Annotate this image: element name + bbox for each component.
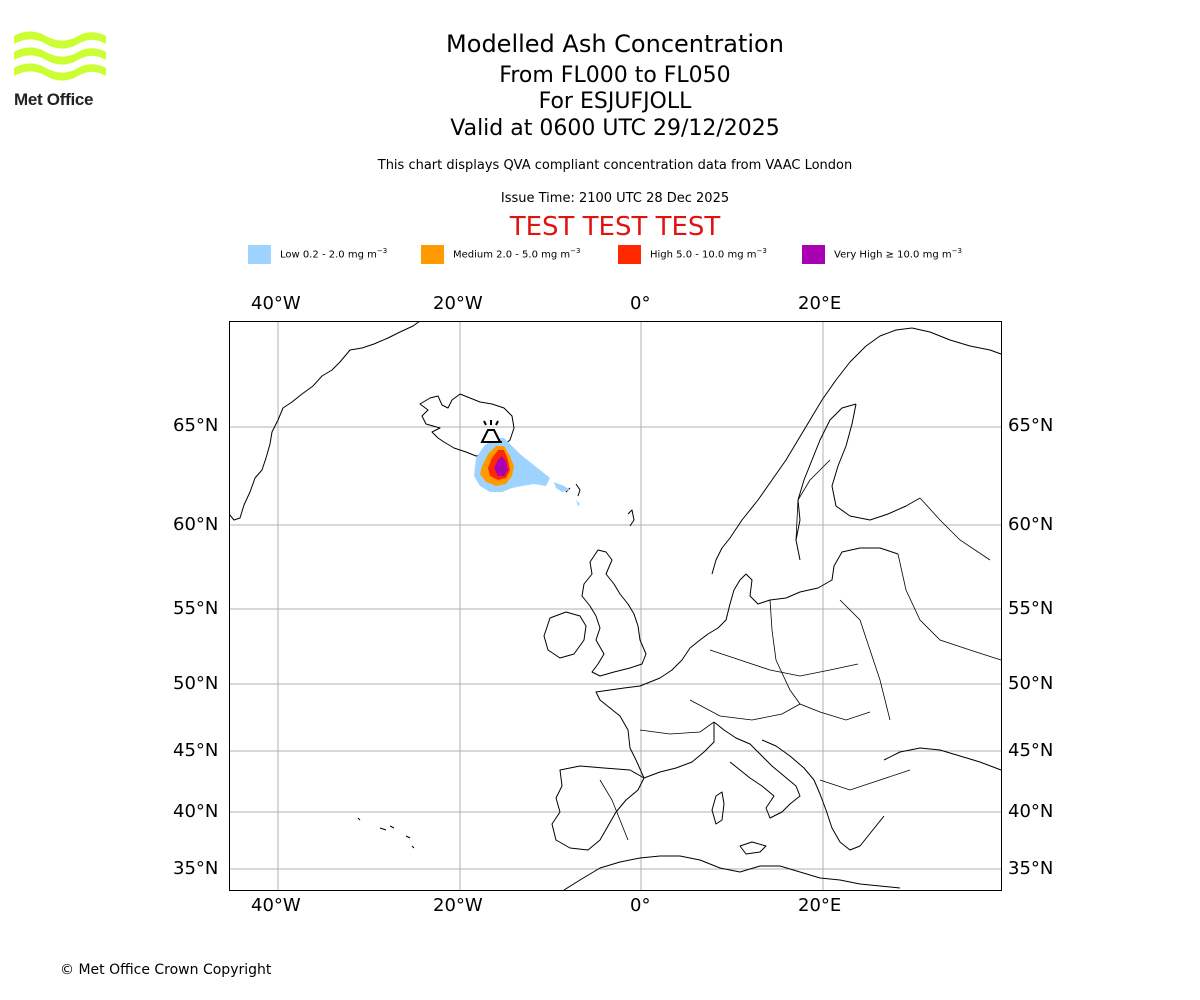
lon-label-top-20w: 20°W [433,293,483,314]
lat-label-left-40n: 40°N [173,801,219,822]
test-banner: TEST TEST TEST [509,212,721,242]
lat-label-left-55n: 55°N [173,598,219,619]
met-office-logo: Met Office [14,30,110,112]
lon-label-bottom-20w: 20°W [433,895,483,916]
coastline-mediterranean-north [643,722,715,779]
coastline-france [595,633,709,779]
ash-area-low-tail [554,482,580,506]
coastline-scandinavia [711,327,1002,575]
lat-label-left-45n: 45°N [173,740,219,761]
coastlines [229,321,1002,891]
coastline-sicily [739,841,767,855]
legend-item-low: Low 0.2 - 2.0 mg m−3 [248,244,387,264]
coastline-shetland [627,509,635,527]
legend-label-very-high: Very High ≥ 10.0 mg m−3 [834,247,962,261]
volcano-location: For ESJUFJOLL [538,89,692,114]
coastline-baltic [785,547,899,599]
lon-label-bottom-20e: 20°E [798,895,842,916]
lon-label-bottom-0: 0° [630,895,651,916]
lat-label-right-45n: 45°N [1008,740,1054,761]
coastline-north-africa [563,855,901,891]
legend-swatch-low [248,244,271,264]
coastline-sweden-east [795,403,857,561]
coastline-black-sea [883,747,1002,771]
coastline-north-sea [707,573,787,635]
lat-label-right-40n: 40°N [1008,801,1054,822]
flight-level-range: From FL000 to FL050 [499,63,731,88]
lat-label-left-50n: 50°N [173,673,219,694]
coastline-great-britain [581,549,647,677]
legend-label-low: Low 0.2 - 2.0 mg m−3 [280,247,388,261]
legend-label-high: High 5.0 - 10.0 mg m−3 [650,247,767,261]
lat-label-left-35n: 35°N [173,858,219,879]
country-borders [599,459,1002,841]
valid-time: Valid at 0600 UTC 29/12/2025 [450,116,780,141]
legend-item-high: High 5.0 - 10.0 mg m−3 [618,244,767,264]
map [229,321,1002,891]
map-gridlines [229,321,1001,890]
coastline-sardinia [711,791,725,825]
met-office-wave-icon [14,31,106,81]
legend-item-very-high: Very High ≥ 10.0 mg m−3 [802,244,962,264]
legend-item-medium: Medium 2.0 - 5.0 mg m−3 [421,244,580,264]
lat-label-left-60n: 60°N [173,514,219,535]
legend-swatch-very-high [802,244,825,264]
lon-label-top-20e: 20°E [798,293,842,314]
lat-label-right-65n: 65°N [1008,415,1054,436]
chart-title: Modelled Ash Concentration [446,30,784,58]
lon-label-bottom-40w: 40°W [251,895,301,916]
copyright: © Met Office Crown Copyright [60,962,272,978]
map-frame [229,321,1002,891]
issue-time: Issue Time: 2100 UTC 28 Dec 2025 [500,191,730,206]
lon-label-top-40w: 40°W [251,293,301,314]
lat-label-right-60n: 60°N [1008,514,1054,535]
lat-label-right-35n: 35°N [1008,858,1054,879]
coastline-iberia [551,765,645,851]
ash-area-very-high [494,456,508,476]
volcano-icon [480,420,502,443]
coastline-greenland [229,321,421,521]
legend-label-medium: Medium 2.0 - 5.0 mg m−3 [453,247,581,261]
ash-plume [474,438,580,506]
coastline-italy [713,721,801,819]
coastline-ireland [543,611,587,659]
lat-label-right-50n: 50°N [1008,673,1054,694]
legend-swatch-high [618,244,641,264]
lat-label-left-65n: 65°N [173,415,219,436]
chart-description: This chart displays QVA compliant concen… [377,158,853,173]
logo-text: Met Office [14,90,94,109]
coastline-balkans [761,739,885,851]
lat-label-right-55n: 55°N [1008,598,1054,619]
legend-swatch-medium [421,244,444,264]
lon-label-top-0: 0° [630,293,651,314]
coastline-azores [357,817,415,849]
coastline-finland [831,403,921,521]
